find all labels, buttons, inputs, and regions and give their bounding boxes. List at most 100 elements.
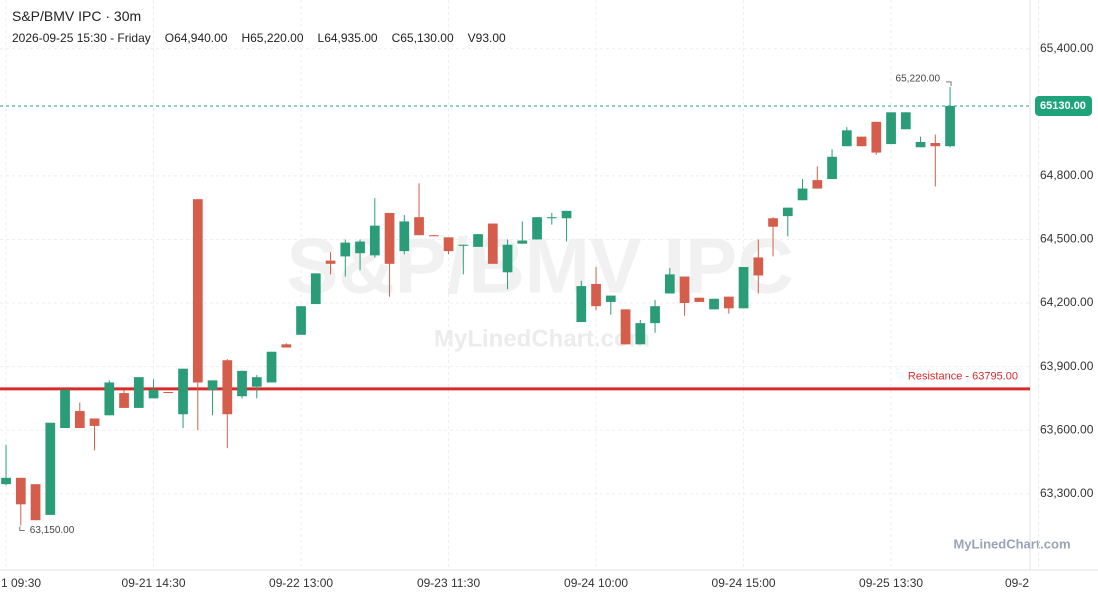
candle-body <box>473 234 483 247</box>
candle-body <box>310 273 321 305</box>
candle-body <box>60 389 70 429</box>
candle-body <box>797 188 808 201</box>
x-tick-label: 09-24 10:00 <box>564 576 628 590</box>
candle-body <box>591 283 601 307</box>
candle-body <box>369 225 380 256</box>
candle-body <box>620 309 631 345</box>
candle-body <box>15 477 26 505</box>
candle-body <box>753 257 764 276</box>
ohlc-info: 2026-09-25 15:30 - Friday O64,940.00 H65,2… <box>12 31 520 45</box>
candle-body <box>207 380 218 390</box>
candle-body <box>104 382 115 416</box>
candle-body <box>222 360 233 415</box>
high-label: 65,220.00 <box>896 74 941 85</box>
axis-layer: 63,300.00 63,600.00 63,900.00 64,200.00 64,5… <box>1 41 1094 590</box>
candle-body <box>694 297 705 302</box>
candle-body <box>871 121 882 153</box>
candle-body <box>605 295 616 302</box>
x-tick-label: 09-2 <box>1005 576 1029 590</box>
candle-body <box>517 240 528 244</box>
candle-body <box>251 377 262 387</box>
candle-body <box>414 217 424 236</box>
x-tick-label: 09-21 14:30 <box>122 576 186 590</box>
candle-body <box>664 274 675 294</box>
candle-body <box>119 393 129 408</box>
info-close: C65,130.00 <box>391 31 454 45</box>
y-tick-label: 64,800.00 <box>1040 168 1094 182</box>
candle-body <box>487 223 498 264</box>
candle-body <box>148 389 159 399</box>
candle-body <box>502 244 513 273</box>
x-tick-label: 1 09:30 <box>1 576 41 590</box>
info-date: 2026-09-25 15:30 - Friday <box>12 31 151 45</box>
candle-body <box>89 418 100 426</box>
last-price-badge <box>1035 95 1092 116</box>
info-open: O64,940.00 <box>164 31 228 45</box>
candle-body <box>856 136 867 147</box>
candle-body <box>576 286 587 323</box>
candle-body <box>355 241 365 254</box>
candle-body <box>428 235 439 237</box>
low-label: 63,150.00 <box>30 525 75 536</box>
y-tick-label: 64,200.00 <box>1040 295 1094 309</box>
background-layer: S&P/BMV IPCMyLinedChart.comMyLinedChart.… <box>0 0 1071 570</box>
candle-body <box>325 260 336 264</box>
plot-area: Resistance - 63795.00 65,220.00 63,150.00 <box>0 74 1030 536</box>
x-tick-label: 09-24 15:00 <box>712 576 776 590</box>
x-tick-label: 09-22 13:00 <box>269 576 333 590</box>
candle-body <box>709 298 719 310</box>
last-price-label: 65130.00 <box>1040 100 1086 112</box>
x-tick-label: 09-25 13:30 <box>859 576 923 590</box>
candle-body <box>163 392 174 394</box>
y-tick-label: 64,500.00 <box>1040 232 1094 246</box>
candle-body <box>296 306 306 335</box>
candle-body <box>340 242 351 257</box>
candle-body <box>635 323 646 345</box>
candle-body <box>266 351 277 383</box>
candle-body <box>74 411 85 429</box>
candle-body <box>886 112 896 145</box>
info-volume: V93.00 <box>467 31 506 45</box>
candle-body <box>738 266 749 309</box>
candle-body <box>281 344 292 348</box>
candle-body <box>768 218 778 227</box>
candle-body <box>237 370 247 397</box>
info-high: H65,220.00 <box>241 31 304 45</box>
candle-body <box>192 199 203 383</box>
candle-body <box>546 217 557 219</box>
y-tick-label: 63,900.00 <box>1040 359 1094 373</box>
candle-body <box>900 112 911 130</box>
candle-body <box>443 237 454 252</box>
brand: MyLinedChart.com <box>953 536 1070 551</box>
candle-body <box>133 377 144 408</box>
candle-body <box>458 244 469 246</box>
candle-body <box>930 143 941 147</box>
candle-body <box>679 276 690 304</box>
candle-body <box>384 212 395 264</box>
y-tick-label: 65,400.00 <box>1040 41 1094 55</box>
resistance-label: Resistance - 63795.00 <box>908 371 1018 383</box>
chart-title: S&P/BMV IPC · 30m <box>12 8 142 24</box>
info-low: L64,935.00 <box>317 31 378 45</box>
candle-body <box>1 477 11 485</box>
low-marker <box>19 526 25 532</box>
candle-body <box>782 207 793 217</box>
x-tick-label: 09-23 11:30 <box>417 576 480 590</box>
candle-body <box>723 296 734 309</box>
candle-body <box>841 130 852 147</box>
candle-body <box>650 306 660 324</box>
candle-body <box>45 422 56 515</box>
candle-body <box>532 217 542 240</box>
candle-body <box>30 484 41 521</box>
candle-body <box>178 368 188 415</box>
candle-body <box>915 141 926 148</box>
candle-body <box>827 156 837 180</box>
candle-body <box>561 210 572 219</box>
candle-body <box>399 221 410 252</box>
high-marker <box>946 81 952 86</box>
candle-body <box>812 180 823 189</box>
y-tick-label: 63,600.00 <box>1040 422 1094 436</box>
candle-body <box>945 105 955 147</box>
watermark-brand: MyLinedChart.com <box>434 325 650 352</box>
